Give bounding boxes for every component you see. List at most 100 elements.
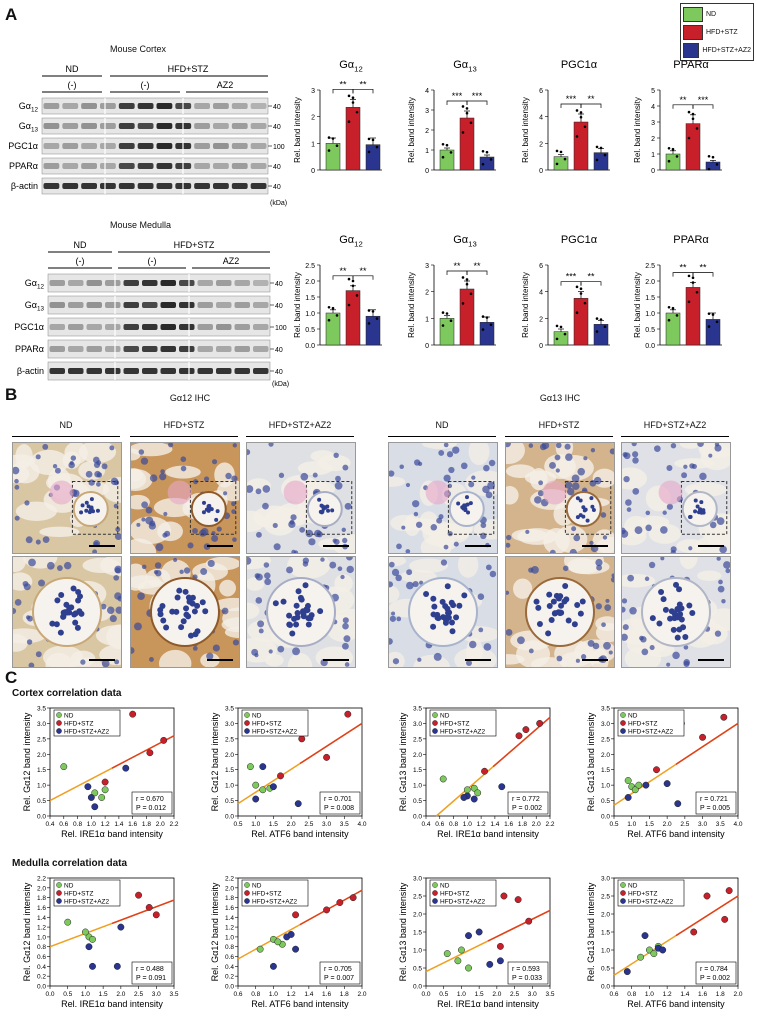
- blot-band: [160, 280, 176, 286]
- stat-r: r = 0.705: [324, 966, 352, 973]
- glomerular-nucleus: [671, 615, 678, 622]
- scatter-point: [481, 767, 489, 775]
- nucleus: [342, 617, 349, 624]
- nucleus: [344, 502, 352, 510]
- nucleus: [255, 573, 263, 581]
- y-tick-label: 2.5: [305, 263, 315, 270]
- nucleus: [433, 652, 442, 661]
- y-tick-label: 0.5: [601, 966, 610, 973]
- scatter-point: [294, 800, 302, 808]
- y-tick-label: 2: [425, 290, 429, 297]
- y-axis-label: Rel. band intensity: [521, 97, 530, 163]
- fit-line-upper: [487, 909, 551, 942]
- nucleus: [689, 463, 695, 469]
- data-point: [481, 315, 485, 318]
- data-point: [675, 155, 679, 158]
- tubule-lumen: [247, 577, 265, 591]
- sig-label: **: [473, 261, 481, 271]
- label-text: PPARα: [673, 234, 709, 246]
- y-tick-label: 0: [425, 343, 429, 350]
- glomerular-nucleus: [456, 602, 463, 609]
- scatter-point: [81, 928, 89, 936]
- panel-letter-b: B: [5, 385, 18, 404]
- blot-band: [142, 346, 158, 352]
- nucleus: [159, 473, 167, 481]
- data-point: [575, 135, 579, 138]
- nucleus: [212, 644, 220, 652]
- nucleus: [138, 449, 145, 455]
- nucleus: [114, 592, 121, 600]
- glomerular-nucleus: [676, 601, 683, 608]
- nucleus: [622, 606, 626, 613]
- y-tick-label: 1.0: [645, 311, 655, 318]
- glomerular-nucleus: [680, 624, 687, 631]
- ihc-group-label: HFD+STZ: [538, 420, 580, 430]
- bar: [479, 322, 495, 346]
- scatter-point: [439, 775, 447, 783]
- fit-line-upper: [675, 722, 739, 765]
- nucleus: [341, 642, 349, 650]
- y-tick-label: 2.5: [601, 894, 610, 901]
- tubule-lumen: [676, 539, 705, 553]
- nucleus: [149, 474, 158, 482]
- y-tick-label: 5: [651, 88, 655, 95]
- tubule-lumen: [679, 557, 698, 570]
- nucleus: [565, 453, 573, 461]
- legend-label: HFD+STZ: [64, 891, 93, 898]
- nucleus: [141, 517, 146, 522]
- glomerular-nucleus: [656, 620, 663, 627]
- nucleus: [255, 488, 262, 495]
- y-tick-label: 2.5: [413, 736, 422, 743]
- ihc-gα13-hfd-overview: [505, 442, 615, 554]
- y-tick-label: 2.0: [413, 752, 422, 759]
- nucleus: [187, 542, 194, 549]
- x-tick-label: 2.0: [492, 991, 501, 998]
- glomerular-nucleus: [536, 620, 543, 627]
- y-tick-label: 1: [651, 152, 655, 159]
- x-tick-label: 1.4: [304, 991, 313, 998]
- y-tick-label: 1.5: [601, 767, 610, 774]
- nucleus: [506, 542, 511, 548]
- sig-label: **: [699, 263, 707, 273]
- label-text: β-actin: [11, 181, 38, 191]
- scatter-point: [514, 896, 522, 904]
- blot-band: [49, 346, 65, 352]
- y-tick-label: 3.0: [225, 721, 234, 728]
- ihc-gα12-hfd-zoom: [130, 556, 240, 668]
- nucleus: [405, 581, 414, 590]
- data-point: [687, 274, 691, 278]
- scatter-point: [349, 894, 357, 902]
- nucleus: [644, 576, 650, 581]
- legend-marker: [56, 728, 62, 734]
- scatter-point: [87, 794, 95, 801]
- glomerular-nucleus: [590, 504, 595, 509]
- y-tick-label: 1.5: [413, 767, 422, 774]
- glomerular-nucleus: [445, 614, 452, 621]
- nucleus: [155, 570, 162, 577]
- x-axis-label: Rel. ATF6 band intensity: [627, 999, 725, 1009]
- y-tick-label: 0.5: [37, 798, 46, 805]
- y-tick-label: 3.0: [601, 876, 610, 883]
- nucleus: [154, 562, 162, 569]
- data-point: [711, 155, 715, 159]
- data-point: [583, 301, 587, 305]
- blot-band: [250, 103, 267, 109]
- blot-band: [142, 368, 158, 374]
- nucleus: [601, 622, 606, 628]
- data-point: [711, 313, 715, 316]
- nucleus: [419, 580, 424, 585]
- y-tick-label: 2.2: [225, 876, 234, 883]
- nucleus: [590, 447, 596, 453]
- y-tick-label: 1.0: [413, 783, 422, 790]
- blot-band: [213, 143, 229, 149]
- blot-band: [100, 143, 116, 149]
- nucleus: [92, 549, 98, 553]
- x-tick-label: 3.0: [322, 821, 331, 828]
- blot-band: [137, 163, 154, 169]
- data-point: [481, 162, 485, 166]
- glomerular-nucleus: [671, 610, 678, 617]
- glomerular-nucleus: [202, 608, 209, 615]
- x-axis-label: Rel. ATF6 band intensity: [251, 999, 349, 1009]
- data-point: [327, 136, 331, 139]
- ihc-group-label: ND: [435, 420, 449, 430]
